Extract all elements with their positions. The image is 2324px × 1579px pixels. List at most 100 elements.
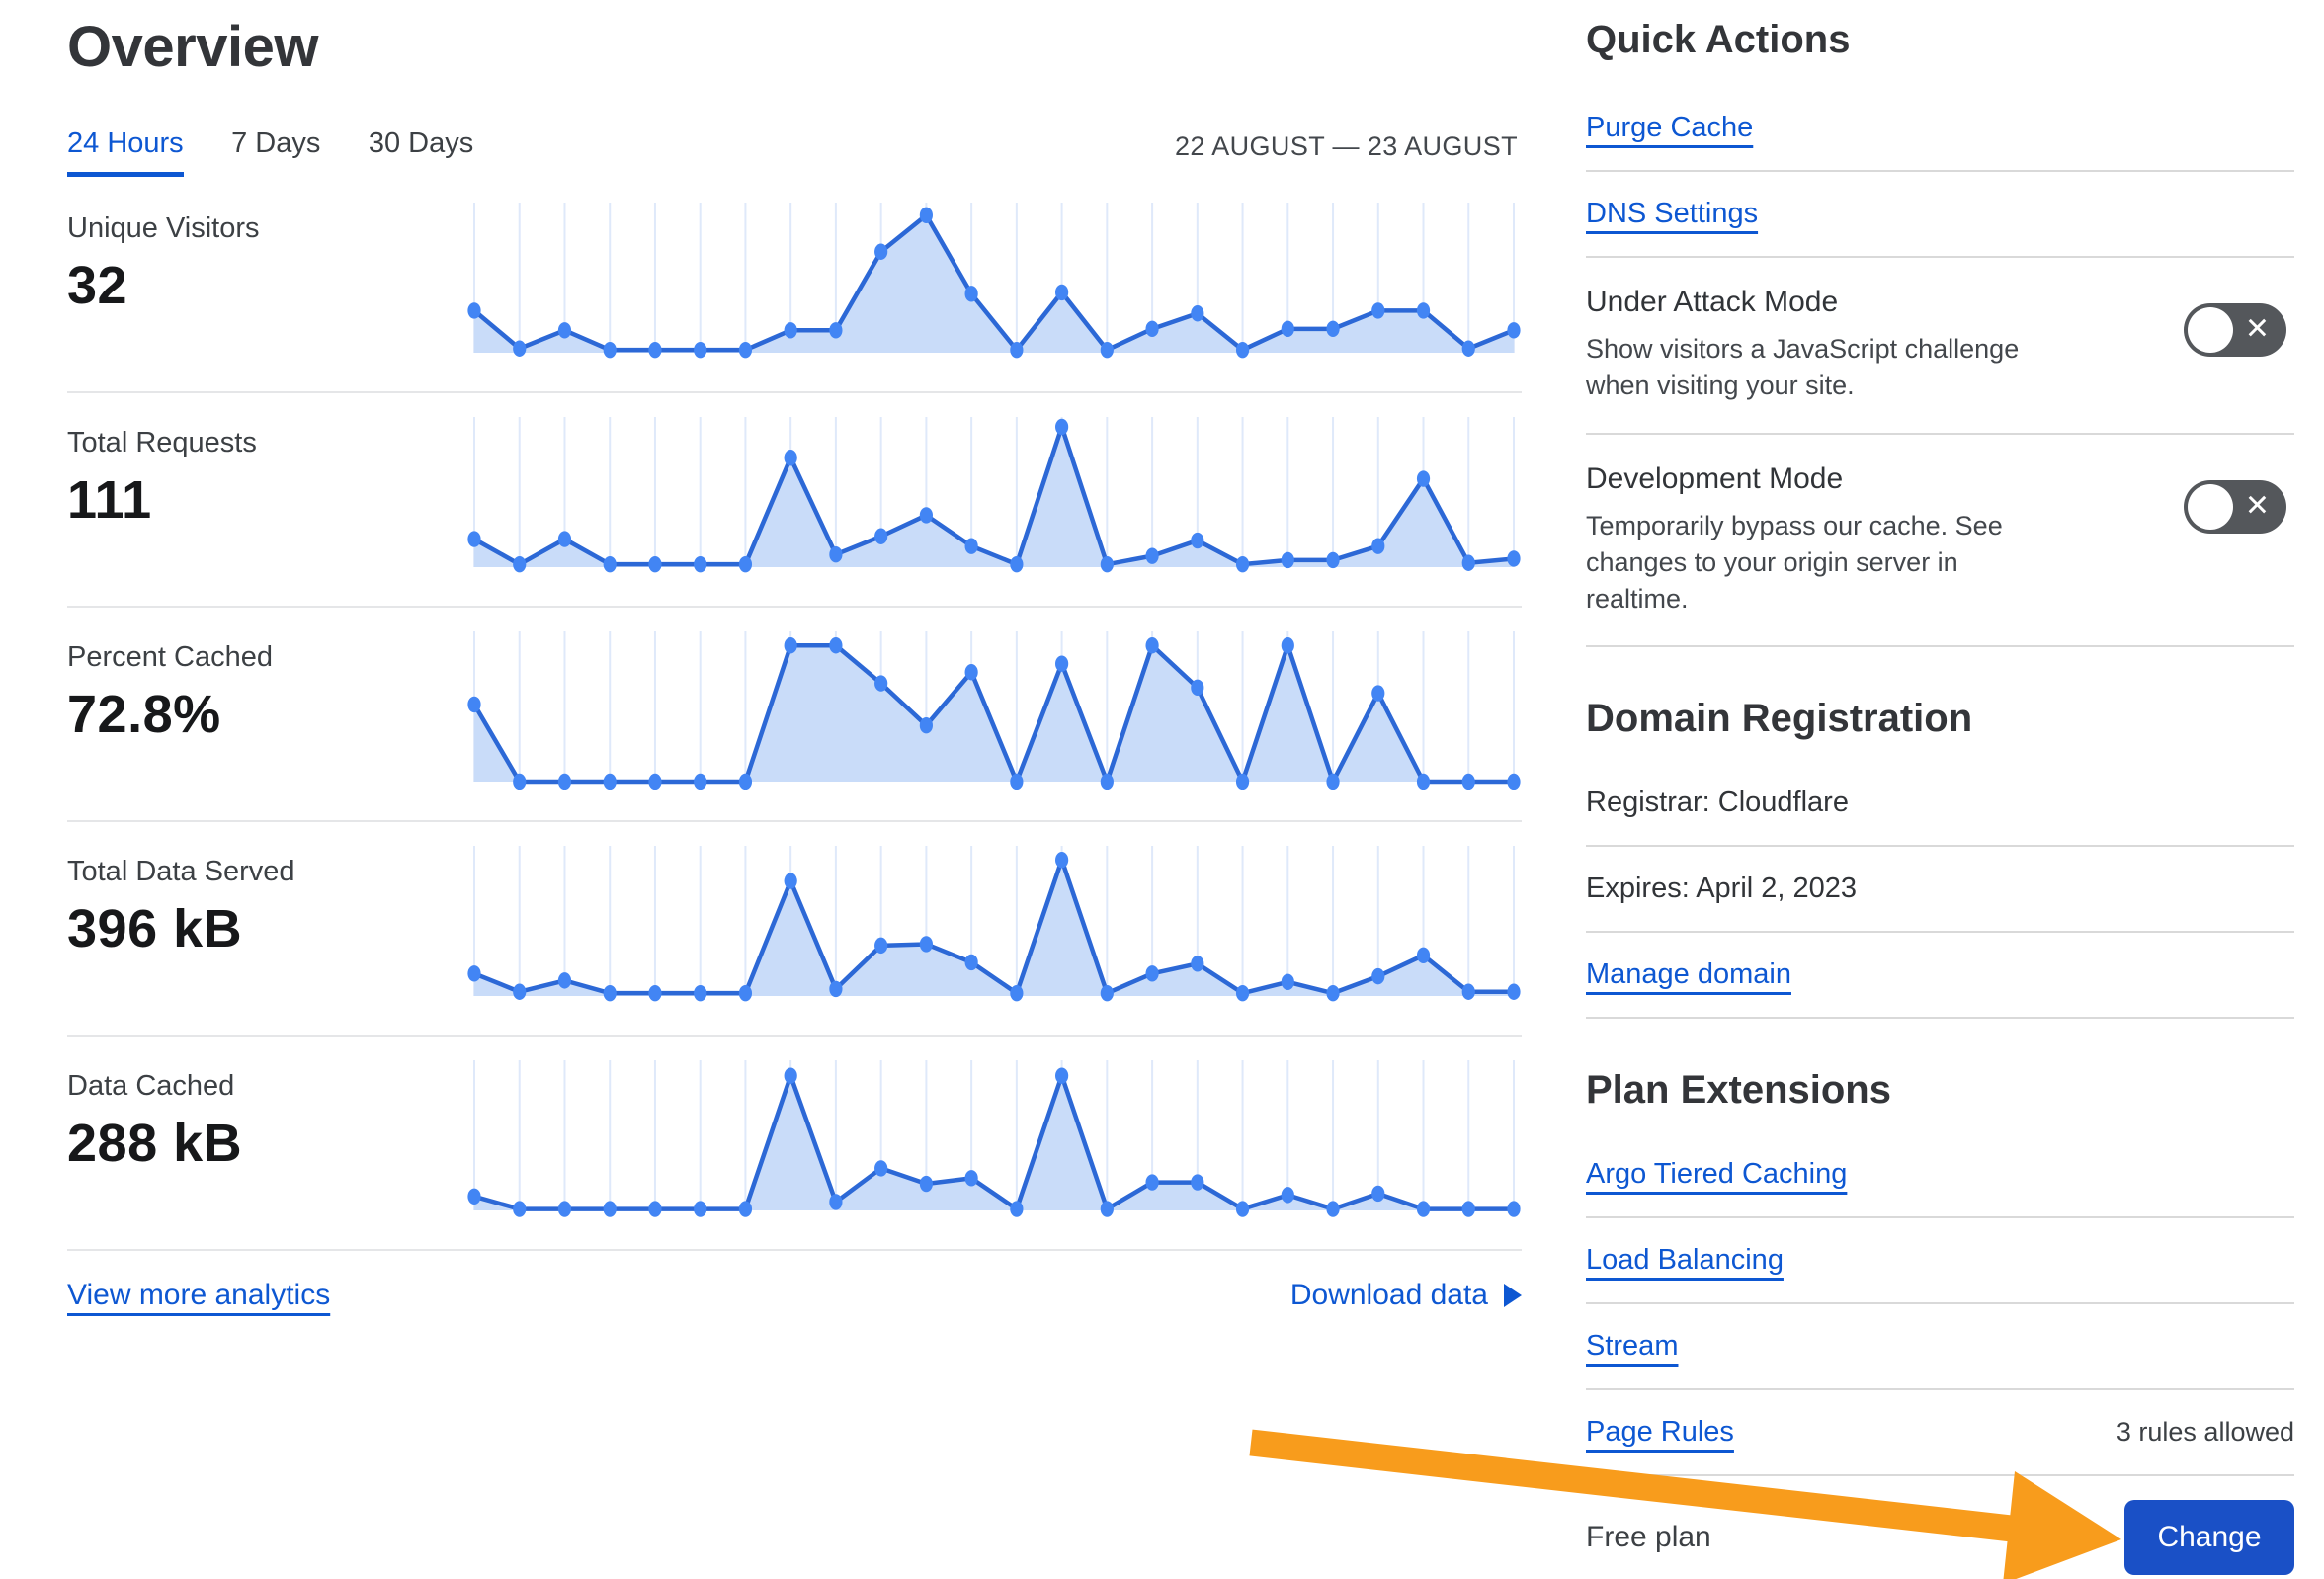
sidebar: Quick Actions Purge Cache DNS Settings U… [1586, 0, 2294, 1576]
data-point [1326, 773, 1340, 790]
load-balancing-row: Load Balancing [1586, 1218, 2294, 1305]
sparkline-chart [467, 846, 1521, 1002]
data-point [829, 637, 843, 654]
page-rules-link[interactable]: Page Rules [1586, 1416, 1734, 1449]
data-point [1371, 302, 1385, 319]
development-mode-title: Development Mode [1586, 461, 1844, 495]
stream-row: Stream [1586, 1304, 2294, 1391]
data-point [1191, 956, 1204, 972]
data-point [1055, 852, 1069, 869]
data-point [784, 873, 797, 889]
data-point [1191, 532, 1204, 549]
under-attack-mode-description: Show visitors a JavaScript challenge whe… [1586, 334, 2020, 401]
data-point [557, 1201, 572, 1217]
data-point [874, 675, 888, 692]
data-point [919, 207, 933, 224]
data-point [1100, 555, 1114, 573]
tab-24-hours[interactable]: 24 Hours [67, 127, 184, 177]
data-point [784, 637, 797, 654]
data-point [1507, 322, 1521, 339]
data-point [1100, 1201, 1114, 1217]
manage-domain-link[interactable]: Manage domain [1586, 958, 1791, 991]
data-point [603, 341, 617, 359]
data-point [1055, 1067, 1069, 1084]
dns-settings-link[interactable]: DNS Settings [1586, 198, 1759, 229]
tab-30-days[interactable]: 30 Days [368, 127, 474, 159]
data-point [1281, 637, 1294, 654]
metric-label: Total Data Served [67, 856, 295, 887]
metric-value: 32 [67, 256, 128, 315]
data-point [784, 1067, 797, 1084]
data-point [919, 717, 933, 734]
data-point [1326, 551, 1340, 569]
load-balancing-link[interactable]: Load Balancing [1586, 1244, 1784, 1277]
under-attack-mode-title: Under Attack Mode [1586, 286, 1839, 318]
data-point [1235, 1201, 1250, 1217]
metric-label: Unique Visitors [67, 212, 260, 244]
development-mode-toggle[interactable]: ✕ [2184, 479, 2286, 534]
data-point [1371, 967, 1385, 985]
data-point [648, 555, 662, 573]
domain-registration-heading: Domain Registration [1586, 697, 1973, 741]
data-point [603, 555, 617, 573]
data-point [1191, 679, 1204, 697]
data-point [784, 322, 797, 339]
data-point [964, 664, 978, 681]
data-point [1191, 305, 1204, 322]
data-point [694, 555, 707, 573]
metric-row: Total Data Served 396 kB [67, 822, 1522, 1037]
data-point [1145, 1174, 1159, 1191]
date-range-label: 22 AUGUST — 23 AUGUST [1174, 131, 1518, 161]
metric-row: Unique Visitors 32 [67, 179, 1522, 393]
data-point [919, 507, 933, 524]
data-point [1010, 773, 1024, 790]
data-point [603, 773, 617, 790]
data-point [1100, 773, 1114, 790]
data-point [1235, 341, 1250, 359]
data-point [829, 322, 843, 339]
metric-row: Data Cached 288 kB [67, 1037, 1522, 1251]
data-point [1100, 341, 1114, 359]
expires-row: Expires: April 2, 2023 [1586, 847, 2294, 934]
data-point [557, 531, 572, 547]
metric-label: Percent Cached [67, 641, 273, 673]
dns-settings-row: DNS Settings [1586, 172, 2294, 258]
data-point [1100, 984, 1114, 1002]
data-point [1461, 340, 1475, 357]
argo-tiered-caching-link[interactable]: Argo Tiered Caching [1586, 1158, 1848, 1191]
argo-tiered-caching-row: Argo Tiered Caching [1586, 1132, 2294, 1219]
under-attack-mode-row: Under Attack Mode Show visitors a JavaSc… [1586, 258, 2294, 435]
data-point [1191, 1174, 1204, 1191]
data-point [1507, 773, 1521, 790]
data-point [738, 984, 753, 1002]
data-point [557, 773, 572, 790]
metric-value: 288 kB [67, 1114, 243, 1173]
data-point [1371, 538, 1385, 554]
development-mode-row: Development Mode Temporarily bypass our … [1586, 435, 2294, 648]
tab-7-days[interactable]: 7 Days [231, 127, 321, 159]
plan-extensions-heading: Plan Extensions [1586, 1068, 1891, 1113]
metric-label: Total Requests [67, 427, 257, 458]
toggle-off-x-icon: ✕ [2244, 488, 2270, 522]
stream-link[interactable]: Stream [1586, 1330, 1679, 1363]
data-point [648, 773, 662, 790]
download-data-link[interactable]: Download data [1290, 1279, 1522, 1312]
data-point [1010, 984, 1024, 1002]
purge-cache-link[interactable]: Purge Cache [1586, 112, 1754, 143]
data-point [874, 243, 888, 260]
data-point [1010, 555, 1024, 573]
sparkline-chart [467, 631, 1521, 790]
change-plan-button[interactable]: Change [2124, 1500, 2294, 1576]
metric-value: 111 [67, 470, 152, 530]
under-attack-mode-toggle[interactable]: ✕ [2184, 303, 2286, 357]
data-point [1326, 320, 1340, 338]
data-point [1507, 550, 1521, 567]
data-point [829, 980, 843, 998]
toggle-off-x-icon: ✕ [2244, 312, 2270, 346]
data-point [1281, 320, 1294, 338]
data-point [1281, 1187, 1294, 1204]
analytics-metric-list: Unique Visitors 32 Total Requests 111 Percen… [67, 179, 1522, 1251]
metric-value: 72.8% [67, 685, 221, 744]
data-point [964, 538, 978, 554]
view-more-analytics-link[interactable]: View more analytics [67, 1279, 331, 1311]
